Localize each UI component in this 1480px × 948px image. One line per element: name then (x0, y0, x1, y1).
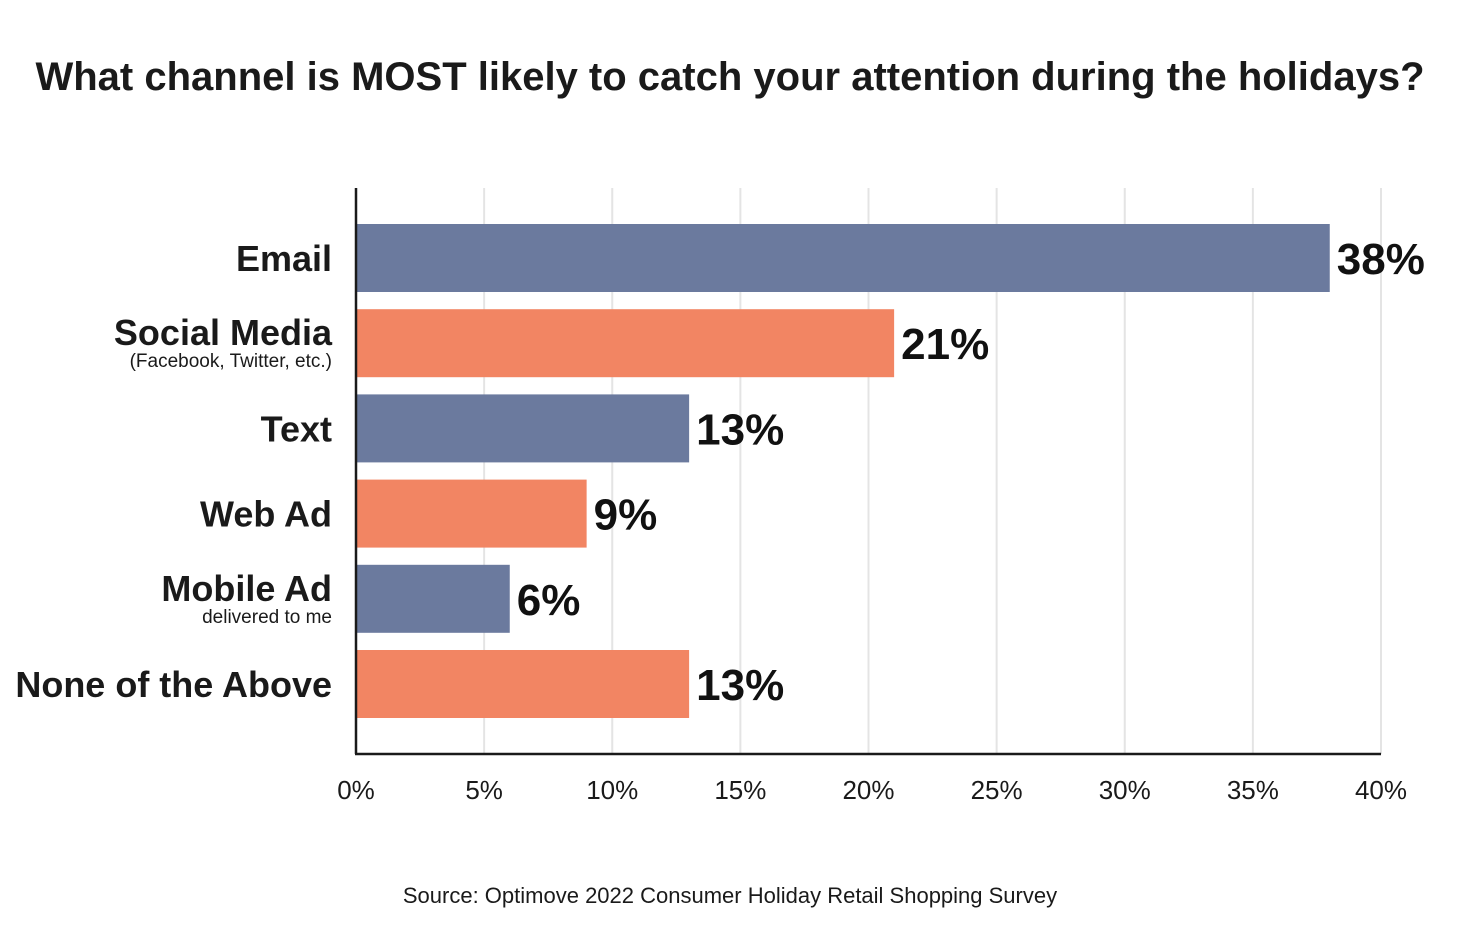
data-label: 9% (594, 491, 658, 540)
data-label: 13% (696, 405, 784, 454)
category-label: Text (261, 408, 332, 449)
x-tick-labels: 0% 5% 10% 15% 20% 25% 30% 35% 40% (337, 775, 1407, 805)
bar (356, 224, 1330, 292)
x-tick-label: 30% (1099, 775, 1151, 805)
category-label: None of the Above (15, 664, 332, 705)
axes (354, 188, 1381, 756)
category-label: Web Ad (200, 494, 332, 535)
category-labels: Email Social Media(Facebook, Twitter, etc… (15, 238, 333, 705)
source-note: Source: Optimove 2022 Consumer Holiday R… (403, 883, 1057, 908)
category-sublabel: delivered to me (202, 607, 332, 628)
x-tick-label: 10% (586, 775, 638, 805)
x-tick-label: 40% (1355, 775, 1407, 805)
data-label: 21% (901, 320, 989, 369)
category-label: Social Media (114, 312, 333, 353)
data-label: 6% (517, 576, 581, 625)
bar (356, 650, 690, 718)
category-label: Email (236, 238, 332, 279)
x-tick-label: 5% (465, 775, 503, 805)
category-label: Mobile Ad (161, 568, 332, 609)
x-tick-label: 20% (842, 775, 894, 805)
value-labels: 38% 21% 13% 9% 6% 13% (517, 235, 1425, 710)
x-tick-label: 25% (971, 775, 1023, 805)
x-tick-label: 0% (337, 775, 375, 805)
bars (356, 224, 1330, 718)
x-tick-label: 35% (1227, 775, 1279, 805)
category-sublabel: (Facebook, Twitter, etc.) (130, 351, 332, 372)
bar (356, 479, 587, 548)
bar (356, 564, 510, 633)
data-label: 13% (696, 661, 784, 710)
x-tick-label: 15% (714, 775, 766, 805)
bar (356, 309, 895, 378)
data-label: 38% (1337, 235, 1425, 284)
chart-title: What channel is MOST likely to catch you… (35, 55, 1424, 99)
bar (356, 394, 690, 463)
